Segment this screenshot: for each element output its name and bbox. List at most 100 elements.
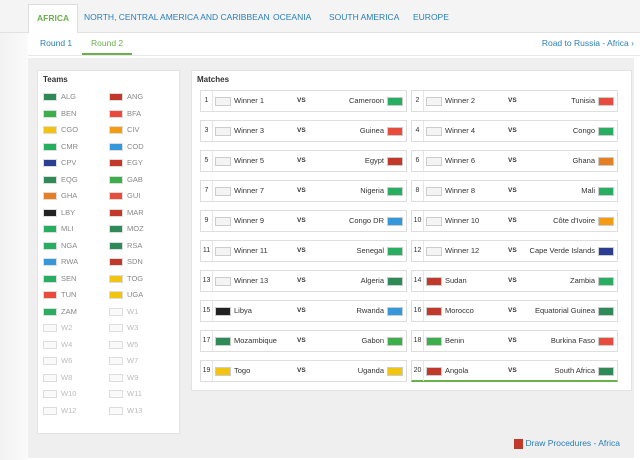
team-item[interactable]: CMR <box>43 141 78 153</box>
flag-icon <box>109 175 123 184</box>
match-row[interactable]: 6 Winner 6 VS Ghana <box>411 150 618 172</box>
team-item[interactable]: W5 <box>109 339 138 351</box>
team-item[interactable]: W2 <box>43 322 72 334</box>
team-item[interactable]: CPV <box>43 157 76 169</box>
team-item[interactable]: ANG <box>109 91 143 103</box>
team-label: EQG <box>61 174 78 184</box>
match-row[interactable]: 15 Libya VS Rwanda <box>200 300 407 322</box>
flag-icon <box>109 241 123 250</box>
match-row[interactable]: 12 Winner 12 VS Cape Verde Islands <box>411 240 618 262</box>
match-row[interactable]: 18 Benin VS Burkina Faso <box>411 330 618 352</box>
match-row[interactable]: 16 Morocco VS Equatorial Guinea <box>411 300 618 322</box>
match-number: 14 <box>412 271 424 291</box>
team-item[interactable]: MLI <box>43 223 74 235</box>
match-row[interactable]: 14 Sudan VS Zambia <box>411 270 618 292</box>
tab-europe[interactable]: EUROPE <box>413 12 449 22</box>
flag-icon <box>109 142 123 151</box>
team-item[interactable]: TUN <box>43 289 76 301</box>
match-row[interactable]: 20 Angola VS South Africa <box>411 360 618 382</box>
team-item[interactable]: COD <box>109 141 144 153</box>
team-item[interactable]: MOZ <box>109 223 144 235</box>
team-item[interactable]: RSA <box>109 240 142 252</box>
team-item[interactable]: CGO <box>43 124 78 136</box>
team-item[interactable]: W7 <box>109 355 138 367</box>
match-number: 6 <box>412 151 424 171</box>
flag-icon <box>43 208 57 217</box>
team-label: W10 <box>61 389 77 398</box>
team-label: CGO <box>61 125 79 134</box>
match-row[interactable]: 17 Mozambique VS Gabon <box>200 330 407 352</box>
team-item[interactable]: ZAM <box>43 306 77 318</box>
pdf-icon <box>513 438 523 449</box>
match-row[interactable]: 9 Winner 9 VS Congo DR <box>200 210 407 232</box>
team-item[interactable]: RWA <box>43 256 78 268</box>
match-row[interactable]: 5 Winner 5 VS Egypt <box>200 150 407 172</box>
team-item[interactable]: BFA <box>109 108 141 120</box>
team-item[interactable]: EQG <box>43 174 78 186</box>
team-item[interactable]: W10 <box>43 388 76 400</box>
team-item[interactable]: W8 <box>43 372 72 384</box>
match-row[interactable]: 10 Winner 10 VS Côte d'Ivoire <box>411 210 618 232</box>
away-flag-icon <box>598 217 614 226</box>
team-item[interactable]: GHA <box>43 190 77 202</box>
match-row[interactable]: 8 Winner 8 VS Mali <box>411 180 618 202</box>
team-item[interactable]: LBY <box>43 207 75 219</box>
match-row[interactable]: 11 Winner 11 VS Senegal <box>200 240 407 262</box>
team-item[interactable]: SDN <box>109 256 143 268</box>
team-label: RWA <box>61 257 79 266</box>
team-item[interactable]: MAR <box>109 207 144 219</box>
flag-icon <box>109 274 123 283</box>
team-item[interactable]: W13 <box>109 405 142 417</box>
vs-label: VS <box>297 97 306 104</box>
home-team: Morocco <box>445 306 474 315</box>
flag-icon <box>43 175 57 184</box>
team-item[interactable]: GUI <box>109 190 140 202</box>
team-item[interactable]: W4 <box>43 339 72 351</box>
team-label: W2 <box>61 323 73 332</box>
team-item[interactable]: W11 <box>109 388 142 400</box>
match-row[interactable]: 3 Winner 3 VS Guinea <box>200 120 407 142</box>
away-team: Côte d'Ivoire <box>553 216 595 225</box>
match-row[interactable]: 2 Winner 2 VS Tunisia <box>411 90 618 112</box>
tab-oceania[interactable]: OCEANIA <box>273 12 312 22</box>
team-item[interactable]: GAB <box>109 174 143 186</box>
team-item[interactable]: EGY <box>109 157 143 169</box>
team-label: MAR <box>127 207 144 217</box>
match-number: 5 <box>201 151 213 171</box>
team-item[interactable]: W9 <box>109 372 138 384</box>
team-label: W9 <box>127 372 139 382</box>
team-item[interactable]: NGA <box>43 240 77 252</box>
match-row[interactable]: 4 Winner 4 VS Congo <box>411 120 618 142</box>
team-item[interactable]: CIV <box>109 124 140 136</box>
flag-icon <box>43 291 57 300</box>
team-item[interactable]: W6 <box>43 355 72 367</box>
match-number: 12 <box>412 241 424 261</box>
team-item[interactable]: TOG <box>109 273 143 285</box>
tab-north-central-america-caribbean[interactable]: NORTH, CENTRAL AMERICA AND CARIBBEAN <box>84 12 270 22</box>
match-row[interactable]: 19 Togo VS Uganda <box>200 360 407 382</box>
home-flag-icon <box>426 337 442 346</box>
tab-round-1[interactable]: Round 1 <box>40 38 73 48</box>
team-item[interactable]: W3 <box>109 322 138 334</box>
away-team: Guinea <box>359 126 384 135</box>
home-team: Libya <box>234 306 252 315</box>
flag-icon <box>43 126 57 135</box>
match-row[interactable]: 7 Winner 7 VS Nigeria <box>200 180 407 202</box>
team-item[interactable]: BEN <box>43 108 76 120</box>
team-item[interactable]: ALG <box>43 91 76 103</box>
team-item[interactable]: W12 <box>43 405 76 417</box>
away-team: Equatorial Guinea <box>534 306 595 315</box>
match-row[interactable]: 13 Winner 13 VS Algeria <box>200 270 407 292</box>
team-item[interactable]: UGA <box>109 289 143 301</box>
tab-south-america[interactable]: SOUTH AMERICA <box>329 12 400 22</box>
draw-procedures-link[interactable]: Draw Procedures - Africa <box>513 438 620 449</box>
team-item[interactable]: SEN <box>43 273 76 285</box>
match-row[interactable]: 1 Winner 1 VS Cameroon <box>200 90 407 112</box>
tab-round-2[interactable]: Round 2 <box>82 38 133 55</box>
vs-label: VS <box>297 157 306 164</box>
tab-africa[interactable]: AFRICA <box>28 4 79 33</box>
road-to-russia-link[interactable]: Road to Russia - Africa › <box>542 38 634 48</box>
home-flag-icon <box>215 277 231 286</box>
team-item[interactable]: W1 <box>109 306 138 318</box>
away-flag-icon <box>387 217 403 226</box>
